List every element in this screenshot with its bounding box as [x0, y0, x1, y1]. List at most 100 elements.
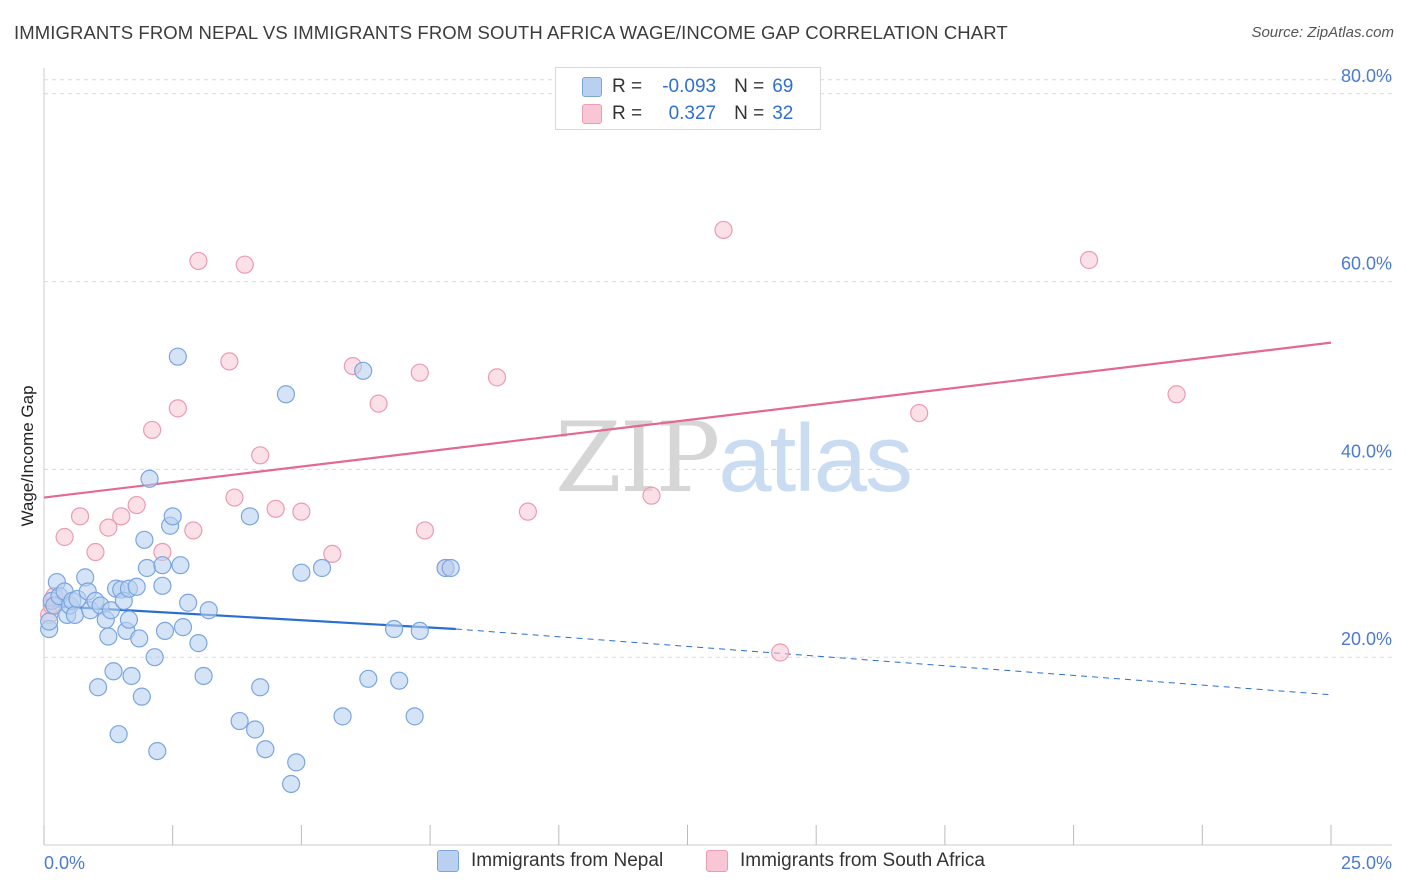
bottom-legend-nepal[interactable]: Immigrants from Nepal — [437, 850, 663, 872]
y-tick-label: 20.0% — [1341, 629, 1392, 649]
point-nepal — [153, 576, 172, 595]
watermark-zip: ZIP — [555, 402, 720, 514]
point-south-africa — [1079, 250, 1099, 270]
point-nepal — [256, 740, 275, 759]
point-nepal — [251, 678, 270, 697]
bottom-legend-south-africa[interactable]: Immigrants from South Africa — [706, 850, 985, 872]
point-south-africa — [323, 544, 342, 564]
point-nepal — [145, 648, 164, 667]
x-tick-label-min: 0.0% — [44, 853, 85, 873]
watermark-atlas: atlas — [718, 405, 913, 512]
point-south-africa — [292, 502, 311, 521]
trend-south-africa — [43, 341, 1332, 499]
point-nepal — [163, 507, 182, 526]
point-nepal — [132, 687, 151, 706]
point-south-africa — [487, 368, 507, 387]
point-nepal — [354, 361, 373, 380]
point-south-africa — [86, 542, 105, 562]
point-nepal — [333, 707, 352, 726]
points-nepal — [40, 347, 460, 794]
point-nepal — [173, 618, 193, 637]
legend-r-value-nepal: -0.093 — [662, 76, 717, 97]
point-nepal — [410, 621, 429, 641]
point-south-africa — [235, 255, 254, 274]
y-tick-label: 80.0% — [1341, 66, 1392, 86]
legend-n-label: N = — [734, 76, 765, 97]
point-nepal — [359, 669, 378, 688]
point-nepal — [148, 741, 167, 761]
chart-title: IMMIGRANTS FROM NEPAL VS IMMIGRANTS FROM… — [14, 22, 1008, 43]
point-nepal — [240, 507, 260, 526]
point-nepal — [276, 385, 296, 404]
point-nepal — [140, 469, 159, 488]
legend-r-label: R = — [612, 76, 643, 97]
points-south-africa — [40, 220, 1186, 662]
point-nepal — [130, 629, 149, 648]
point-nepal — [230, 711, 249, 731]
point-nepal — [312, 558, 332, 578]
point-nepal — [441, 558, 460, 578]
bottom-legend-swatch-south-africa — [706, 850, 728, 872]
point-nepal — [390, 671, 409, 690]
watermark: ZIPatlas — [555, 402, 913, 514]
legend-swatch-south-africa — [582, 104, 602, 124]
point-south-africa — [168, 399, 187, 418]
point-nepal — [122, 666, 141, 686]
point-south-africa — [910, 403, 929, 423]
gridlines — [44, 79, 1392, 658]
point-south-africa — [642, 486, 661, 505]
point-south-africa — [189, 251, 208, 271]
point-nepal — [155, 621, 175, 641]
point-south-africa — [251, 446, 270, 465]
point-south-africa — [771, 643, 790, 662]
legend-n-value-nepal: 69 — [772, 76, 794, 97]
point-nepal — [384, 619, 404, 639]
point-south-africa — [184, 521, 203, 540]
axes — [43, 68, 1392, 846]
point-nepal — [109, 725, 128, 744]
source-attribution: Source: ZipAtlas.com — [1251, 24, 1394, 41]
point-nepal — [127, 577, 146, 596]
point-south-africa — [714, 220, 733, 240]
point-south-africa — [143, 420, 162, 440]
correlation-legend: R = -0.093 N = 69 R = 0.327 N = 32 — [555, 67, 821, 130]
bottom-legend-label-nepal: Immigrants from Nepal — [471, 850, 664, 871]
point-nepal — [199, 601, 218, 620]
legend-swatch-nepal — [582, 77, 602, 97]
point-south-africa — [266, 499, 285, 518]
trend-nepal — [43, 604, 1332, 696]
point-nepal — [104, 662, 123, 681]
source-link[interactable]: Source: ZipAtlas.com — [1251, 24, 1394, 41]
point-nepal — [282, 774, 301, 794]
point-south-africa — [518, 502, 538, 521]
legend-r-label: R = — [612, 103, 643, 124]
legend-r-value-south-africa: 0.327 — [668, 103, 717, 124]
point-nepal — [168, 347, 187, 366]
point-nepal — [137, 558, 157, 578]
legend-n-value-south-africa: 32 — [772, 103, 794, 124]
point-nepal — [135, 530, 154, 549]
point-nepal — [171, 556, 190, 575]
x-tick-label-max: 25.0% — [1341, 853, 1392, 873]
point-south-africa — [415, 521, 435, 540]
point-nepal — [405, 707, 424, 726]
y-tick-labels: 20.0% 40.0% 60.0% 80.0% — [1341, 66, 1392, 649]
point-nepal — [245, 720, 265, 739]
point-nepal — [179, 593, 198, 612]
point-nepal — [292, 563, 311, 582]
point-nepal — [101, 601, 121, 620]
point-nepal — [189, 634, 208, 653]
y-tick-label: 60.0% — [1341, 254, 1392, 274]
point-south-africa — [112, 507, 131, 526]
point-nepal — [88, 678, 108, 697]
point-south-africa — [410, 363, 429, 382]
bottom-legend-label-south-africa: Immigrants from South Africa — [740, 850, 985, 871]
trend-line-south-africa — [43, 341, 1332, 499]
point-south-africa — [99, 518, 118, 537]
point-south-africa — [55, 527, 74, 547]
y-tick-label: 40.0% — [1341, 441, 1392, 461]
point-nepal — [65, 605, 84, 625]
legend-n-label: N = — [734, 103, 765, 124]
legend-row-nepal: R = -0.093 N = 69 — [582, 74, 793, 100]
